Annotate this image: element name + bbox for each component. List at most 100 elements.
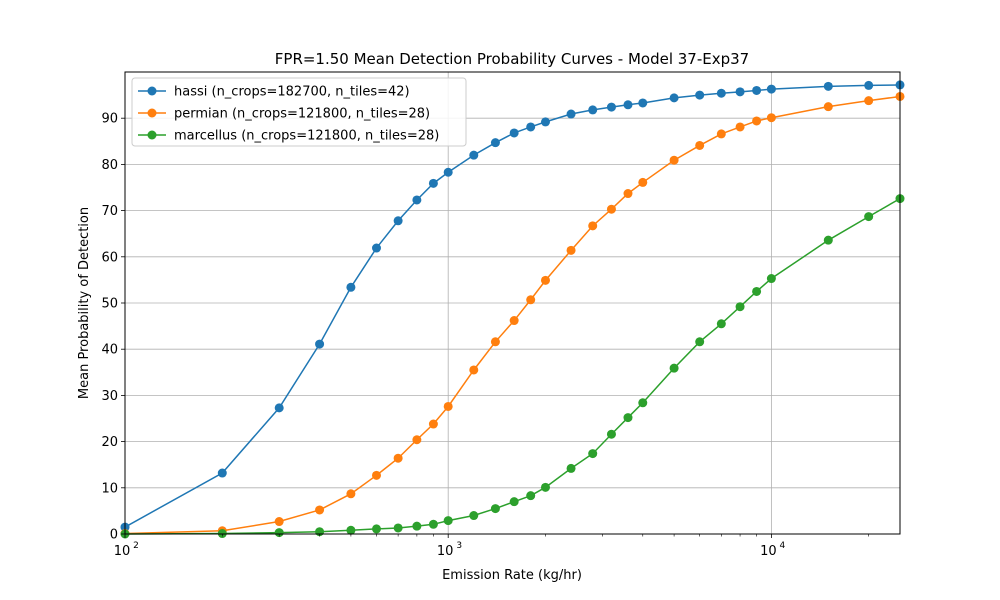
data-point [509,128,519,138]
data-point [412,435,422,445]
data-point [735,122,745,132]
data-point [540,275,550,285]
data-point [509,497,519,507]
legend-box [131,77,467,147]
data-point [274,517,284,527]
data-point [412,195,422,205]
data-point [669,155,679,165]
data-point [695,337,705,347]
data-point [412,521,422,531]
data-point [606,204,616,214]
data-point [526,122,536,132]
data-point [623,100,633,110]
data-point [490,337,500,347]
x-axis-label: Emission Rate (kg/hr) [442,568,582,583]
data-point [588,449,598,459]
data-point [526,491,536,501]
data-point [752,286,762,296]
data-point [864,212,874,222]
x-tick-label: 10 [760,544,777,559]
data-point [752,85,762,95]
data-point [371,524,381,534]
data-point [864,96,874,106]
data-point [695,90,705,100]
data-point [864,80,874,90]
y-tick-label: 20 [101,435,118,450]
data-point [623,189,633,199]
data-point [371,243,381,253]
data-point [371,470,381,480]
legend-swatch-marker [147,86,157,96]
data-point [274,403,284,413]
data-point [469,150,479,160]
data-point [540,117,550,127]
data-point [735,302,745,312]
data-point [669,93,679,103]
y-tick-label: 60 [101,250,118,265]
y-tick-label: 10 [101,481,118,496]
y-tick-label: 0 [110,528,118,543]
data-point [443,516,453,526]
y-tick-label: 30 [101,389,118,404]
data-point [566,463,576,473]
data-point [346,489,356,499]
data-point [443,167,453,177]
data-point [428,419,438,429]
data-point [623,413,633,423]
data-point [393,523,403,533]
data-point [752,116,762,126]
data-point [566,109,576,119]
data-point [469,365,479,375]
data-point [695,140,705,150]
legend-swatch-marker [147,108,157,118]
data-point [588,105,598,115]
data-point [735,87,745,97]
y-tick-label: 80 [101,158,118,173]
x-tick-label-exponent: 4 [780,541,786,551]
legend-entry-label: permian (n_crops=121800, n_tiles=28) [174,107,430,122]
y-tick-label: 90 [101,112,118,127]
data-point [490,504,500,514]
data-point [274,528,284,538]
series-line [124,197,901,535]
data-point [823,81,833,91]
data-point [588,221,598,231]
data-point [606,429,616,439]
series-2 [120,194,905,539]
data-point [217,468,227,478]
data-point [766,84,776,94]
data-point [315,339,325,349]
data-point [606,102,616,112]
x-tick-label-exponent: 2 [133,541,139,551]
data-point [823,102,833,112]
data-point [766,113,776,123]
x-tick-label-exponent: 3 [456,541,462,551]
data-point [716,319,726,329]
x-tick-label: 10 [437,544,454,559]
legend: hassi (n_crops=182700, n_tiles=42)permia… [131,77,467,147]
series-layer [120,80,905,539]
data-point [566,245,576,255]
data-point [393,216,403,226]
data-point [509,316,519,326]
data-point [716,88,726,98]
data-point [428,178,438,188]
data-point [766,274,776,284]
data-point [393,453,403,463]
y-tick-label: 50 [101,297,118,312]
data-point [540,482,550,492]
data-point [315,505,325,515]
data-point [638,98,648,108]
y-axis-label: Mean Probability of Detection [77,207,92,399]
series-line [124,84,901,528]
data-point [346,282,356,292]
data-point [346,525,356,535]
legend-entry-label: hassi (n_crops=182700, n_tiles=42) [174,85,410,100]
data-point [490,138,500,148]
data-point [428,519,438,529]
data-point [443,401,453,411]
y-tick-label: 40 [101,343,118,358]
chart-title: FPR=1.50 Mean Detection Probability Curv… [275,50,749,68]
data-point [526,295,536,305]
